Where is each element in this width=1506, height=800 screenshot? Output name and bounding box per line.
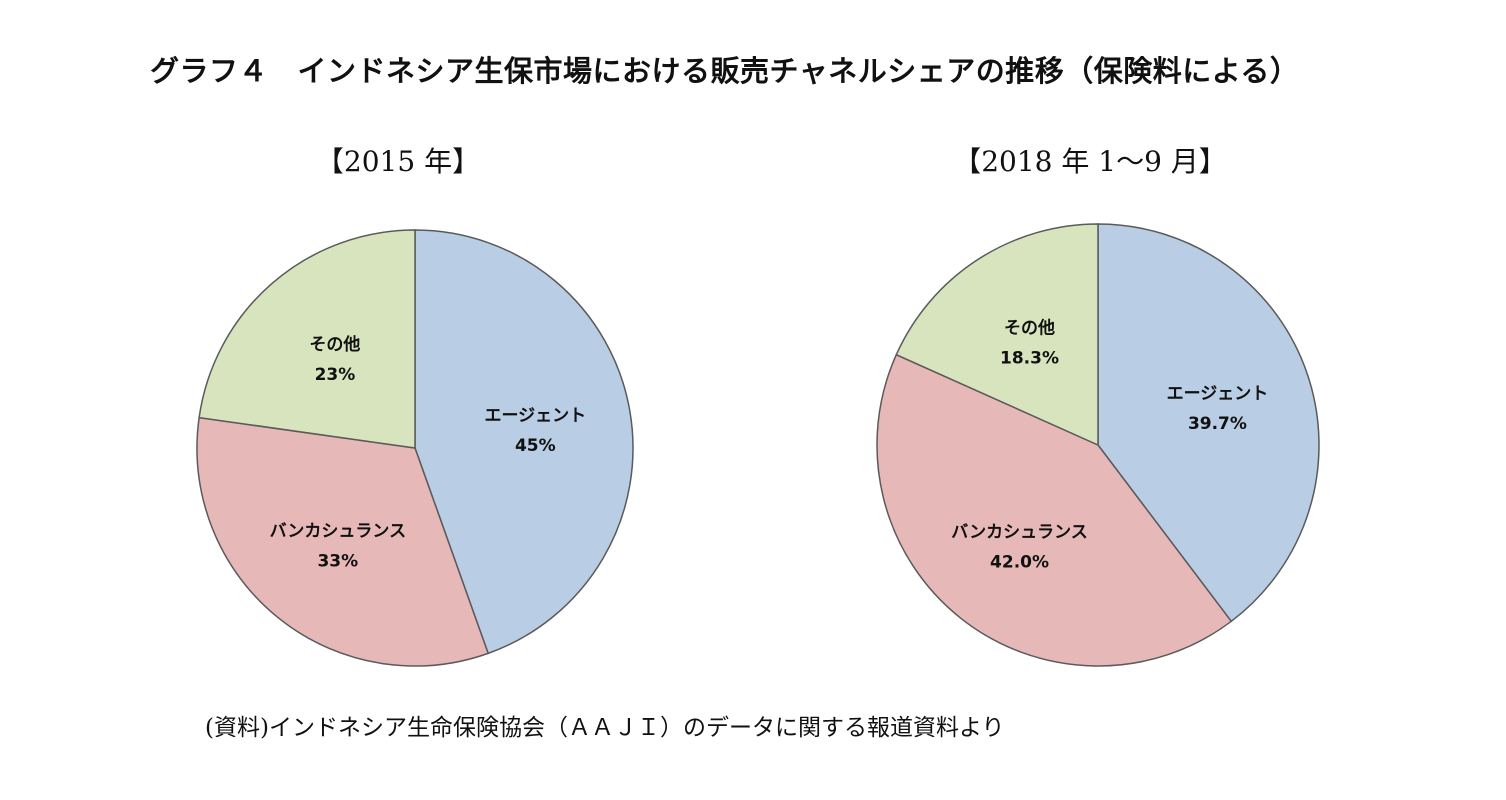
slice-label-other-2015: その他 — [309, 334, 360, 355]
slice-value-other-2015: 23% — [315, 365, 356, 385]
slice-label-other-2018: その他 — [1004, 317, 1055, 338]
pie-slice-other-2015 — [198, 229, 416, 449]
slice-value-bancassurance-2018: 42.0% — [990, 553, 1049, 573]
chart-title-2015: 【2015 年】 — [315, 145, 481, 178]
pie-slice-agent-2015 — [414, 229, 634, 655]
pie-slice-agent-2018 — [1097, 223, 1320, 623]
slice-label-bancassurance-2015: バンカシュランス — [270, 522, 407, 542]
chart-title-2018: 【2018 年 1～9 月】 — [953, 145, 1227, 178]
pie-slice-other-2018 — [895, 223, 1099, 447]
slice-value-bancassurance-2015: 33% — [317, 552, 358, 572]
page-title: グラフ４ インドネシア生保市場における販売チャネルシェアの推移（保険料による） — [150, 54, 1300, 88]
pie-slice-bancassurance-2018 — [876, 353, 1233, 667]
slice-value-agent-2015: 45% — [515, 436, 556, 456]
slice-label-agent-2015: エージェント — [484, 406, 586, 426]
pie-slice-bancassurance-2015 — [196, 416, 490, 667]
source-note: (資料)インドネシア生命保険協会（ＡＡＪＩ）のデータに関する報道資料より — [205, 715, 1005, 741]
slice-value-other-2018: 18.3% — [1000, 348, 1059, 368]
slice-value-agent-2018: 39.7% — [1188, 414, 1247, 434]
slice-label-bancassurance-2018: バンカシュランス — [951, 523, 1088, 543]
slice-label-agent-2018: エージェント — [1167, 384, 1269, 404]
